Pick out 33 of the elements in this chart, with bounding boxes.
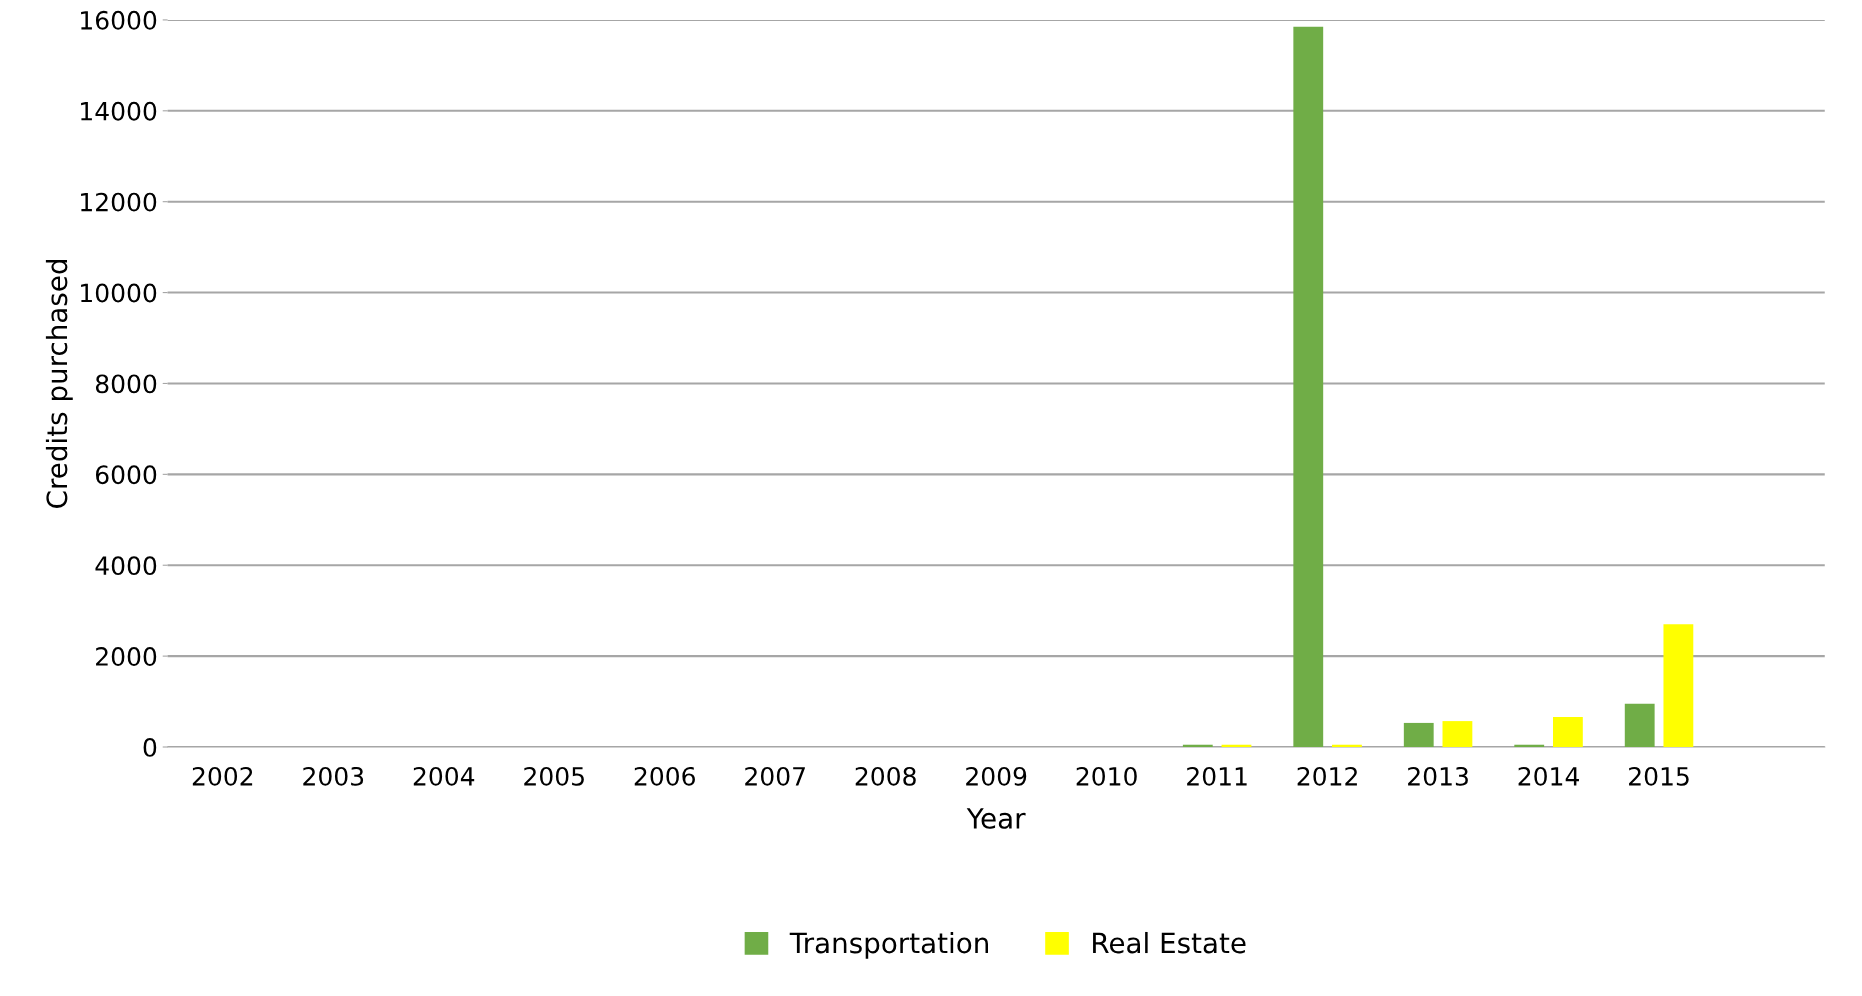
y-tick-label: 10000 xyxy=(81,283,157,303)
x-tick-label: 2009 xyxy=(966,766,1027,786)
bar xyxy=(1442,721,1473,747)
x-axis-title: Year xyxy=(966,808,1026,829)
y-tick-label: 12000 xyxy=(81,192,157,212)
x-tick-label: 2006 xyxy=(634,766,695,786)
bar xyxy=(1624,703,1655,747)
x-tick-label: 2002 xyxy=(192,766,253,786)
y-tick-label: 0 xyxy=(143,737,157,757)
y-tick-label: 14000 xyxy=(81,101,157,121)
x-tick-label: 2004 xyxy=(413,766,475,786)
y-axis-title: Credits purchased xyxy=(45,260,73,508)
x-tick-label: 2013 xyxy=(1408,766,1468,786)
y-tick-label: 6000 xyxy=(95,465,157,485)
x-tick-label: 2015 xyxy=(1629,766,1689,786)
y-tick-label: 2000 xyxy=(96,647,157,666)
bar xyxy=(1663,624,1694,747)
legend-label: Real Estate xyxy=(1093,931,1246,954)
y-tick-label: 16000 xyxy=(81,10,157,30)
legend-label: Transportation xyxy=(789,931,988,959)
y-tick-label: 8000 xyxy=(95,374,157,394)
x-tick-label: 2008 xyxy=(855,766,916,786)
x-tick-label: 2007 xyxy=(745,766,805,786)
x-tick-label: 2014 xyxy=(1518,766,1579,786)
bar xyxy=(1552,717,1583,747)
x-tick-label: 2010 xyxy=(1076,766,1137,786)
x-tick-label: 2012 xyxy=(1297,766,1357,786)
x-tick-label: 2003 xyxy=(303,766,364,786)
bar xyxy=(1293,26,1324,747)
x-tick-label: 2011 xyxy=(1187,766,1247,786)
x-tick-label: 2005 xyxy=(524,766,584,786)
y-tick-label: 4000 xyxy=(95,556,157,576)
bar xyxy=(1403,722,1434,747)
